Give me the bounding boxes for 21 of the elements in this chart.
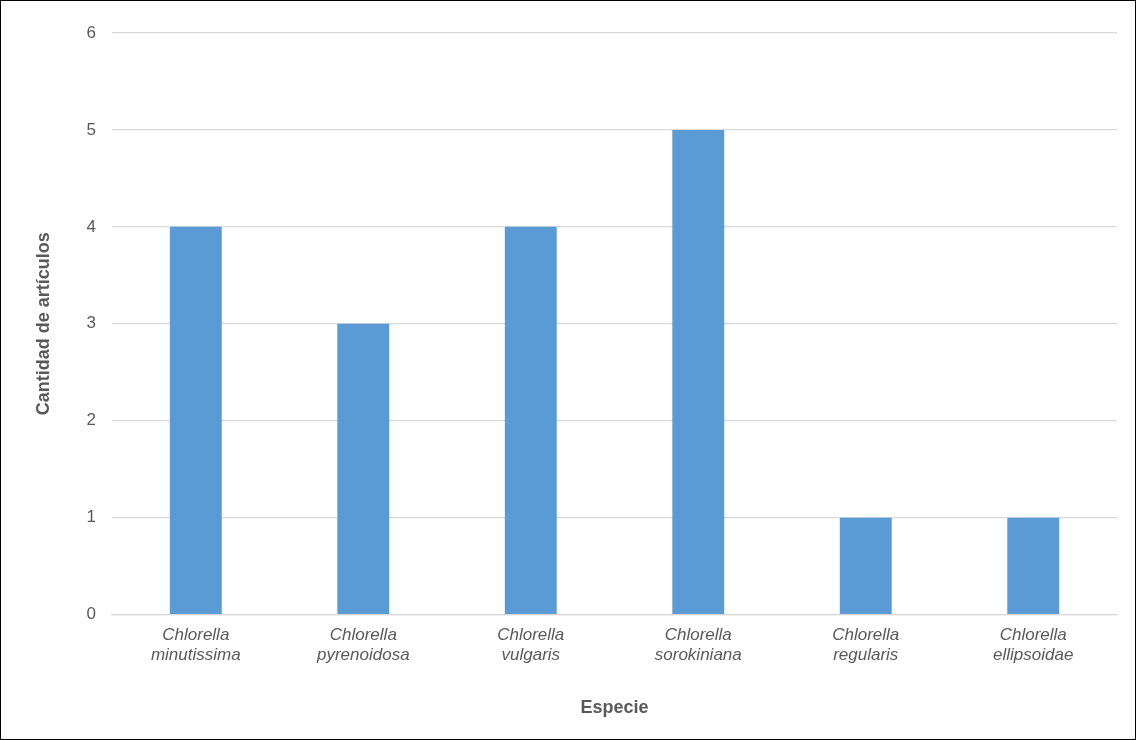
x-tick-label: Chlorella minutissima [150,624,241,664]
x-tick-label: Chlorella ellipsoidae [993,624,1074,664]
x-tick-label: Chlorella sorokiniana [654,624,742,664]
y-tick-label: 0 [86,604,97,624]
y-axis-title: Cantidad de artículos [32,232,53,416]
bar [839,517,892,614]
y-tick-label: 2 [86,410,97,430]
bar [169,226,222,614]
y-tick-label: 3 [86,313,97,333]
y-tick-label: 6 [86,22,97,42]
bar [1007,517,1060,614]
y-tick-label: 1 [86,507,97,527]
x-tick-label: Chlorella regularis [832,624,900,664]
x-tick-label: Chlorella pyrenoidosa [315,624,410,664]
bar [337,323,390,614]
bar [672,129,725,614]
bar [504,226,557,614]
x-tick-label: Chlorella vulgaris [497,624,565,664]
y-tick-label: 4 [86,216,97,236]
x-axis-title: Especie [580,697,649,718]
y-tick-label: 5 [86,119,97,139]
